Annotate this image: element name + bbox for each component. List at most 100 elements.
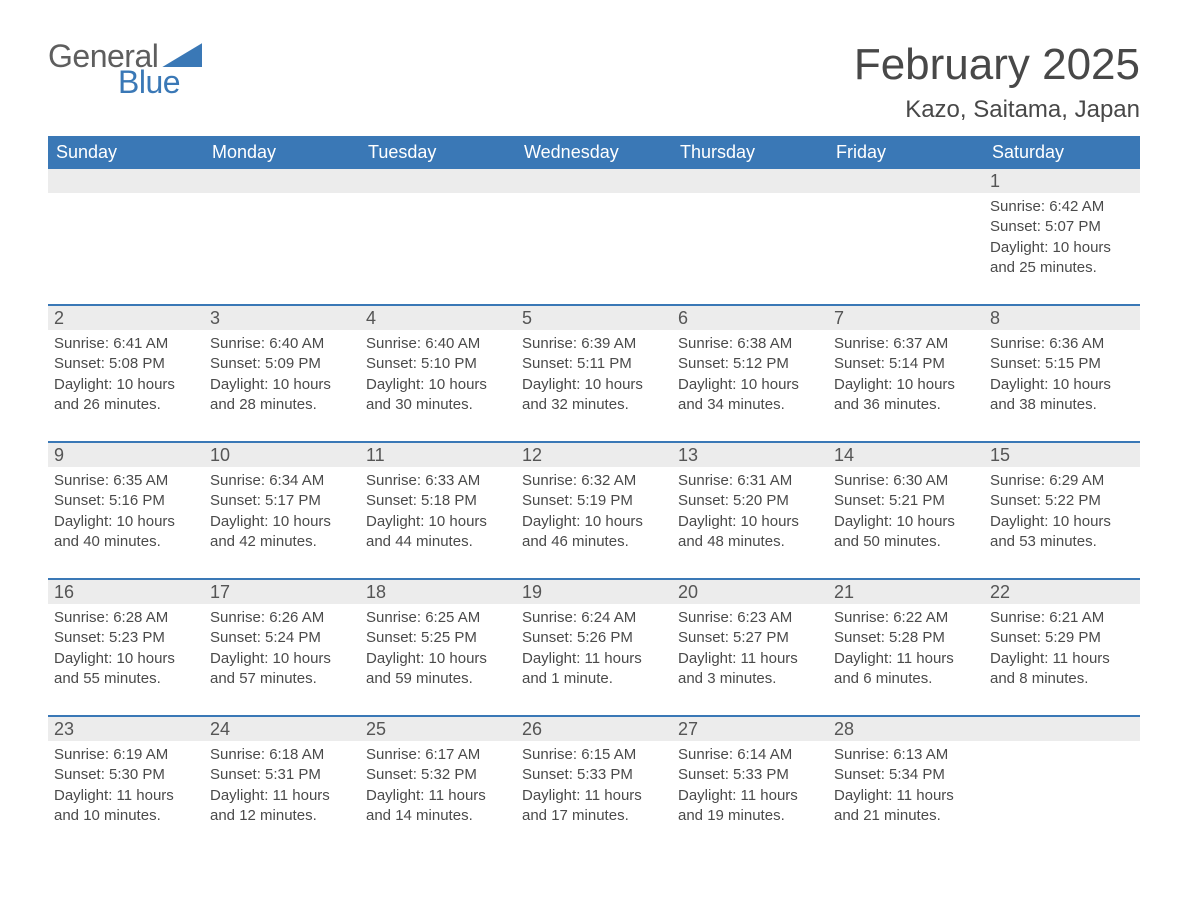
day-body: Sunrise: 6:41 AMSunset: 5:08 PMDaylight:… bbox=[48, 330, 204, 419]
day-header-wednesday: Wednesday bbox=[516, 136, 672, 169]
day-number bbox=[48, 169, 204, 193]
day-header-row: SundayMondayTuesdayWednesdayThursdayFrid… bbox=[48, 136, 1140, 169]
day-body: Sunrise: 6:40 AMSunset: 5:10 PMDaylight:… bbox=[360, 330, 516, 419]
day-number: 16 bbox=[48, 580, 204, 604]
day-header-thursday: Thursday bbox=[672, 136, 828, 169]
day-cell: 9Sunrise: 6:35 AMSunset: 5:16 PMDaylight… bbox=[48, 443, 204, 556]
day-body: Sunrise: 6:30 AMSunset: 5:21 PMDaylight:… bbox=[828, 467, 984, 556]
day-body: Sunrise: 6:42 AMSunset: 5:07 PMDaylight:… bbox=[984, 193, 1140, 282]
day-number bbox=[828, 169, 984, 193]
day-number: 8 bbox=[984, 306, 1140, 330]
day-body: Sunrise: 6:35 AMSunset: 5:16 PMDaylight:… bbox=[48, 467, 204, 556]
day-number: 18 bbox=[360, 580, 516, 604]
day-cell: 28Sunrise: 6:13 AMSunset: 5:34 PMDayligh… bbox=[828, 717, 984, 830]
day-body: Sunrise: 6:23 AMSunset: 5:27 PMDaylight:… bbox=[672, 604, 828, 693]
day-number: 7 bbox=[828, 306, 984, 330]
day-cell: 12Sunrise: 6:32 AMSunset: 5:19 PMDayligh… bbox=[516, 443, 672, 556]
day-body: Sunrise: 6:34 AMSunset: 5:17 PMDaylight:… bbox=[204, 467, 360, 556]
day-body: Sunrise: 6:28 AMSunset: 5:23 PMDaylight:… bbox=[48, 604, 204, 693]
day-number: 25 bbox=[360, 717, 516, 741]
day-cell: 23Sunrise: 6:19 AMSunset: 5:30 PMDayligh… bbox=[48, 717, 204, 830]
day-header-sunday: Sunday bbox=[48, 136, 204, 169]
day-cell: 26Sunrise: 6:15 AMSunset: 5:33 PMDayligh… bbox=[516, 717, 672, 830]
day-number: 13 bbox=[672, 443, 828, 467]
day-body: Sunrise: 6:22 AMSunset: 5:28 PMDaylight:… bbox=[828, 604, 984, 693]
day-cell: 10Sunrise: 6:34 AMSunset: 5:17 PMDayligh… bbox=[204, 443, 360, 556]
day-cell: 8Sunrise: 6:36 AMSunset: 5:15 PMDaylight… bbox=[984, 306, 1140, 419]
day-number bbox=[672, 169, 828, 193]
day-number: 2 bbox=[48, 306, 204, 330]
day-body: Sunrise: 6:19 AMSunset: 5:30 PMDaylight:… bbox=[48, 741, 204, 830]
day-body: Sunrise: 6:40 AMSunset: 5:09 PMDaylight:… bbox=[204, 330, 360, 419]
week-row: 23Sunrise: 6:19 AMSunset: 5:30 PMDayligh… bbox=[48, 715, 1140, 830]
week-row: 16Sunrise: 6:28 AMSunset: 5:23 PMDayligh… bbox=[48, 578, 1140, 693]
day-body: Sunrise: 6:21 AMSunset: 5:29 PMDaylight:… bbox=[984, 604, 1140, 693]
day-body: Sunrise: 6:36 AMSunset: 5:15 PMDaylight:… bbox=[984, 330, 1140, 419]
day-cell: 18Sunrise: 6:25 AMSunset: 5:25 PMDayligh… bbox=[360, 580, 516, 693]
day-cell: 1Sunrise: 6:42 AMSunset: 5:07 PMDaylight… bbox=[984, 169, 1140, 282]
day-cell: 24Sunrise: 6:18 AMSunset: 5:31 PMDayligh… bbox=[204, 717, 360, 830]
day-number bbox=[984, 717, 1140, 741]
day-cell: 4Sunrise: 6:40 AMSunset: 5:10 PMDaylight… bbox=[360, 306, 516, 419]
day-body: Sunrise: 6:38 AMSunset: 5:12 PMDaylight:… bbox=[672, 330, 828, 419]
day-body: Sunrise: 6:24 AMSunset: 5:26 PMDaylight:… bbox=[516, 604, 672, 693]
logo: General Blue bbox=[48, 40, 202, 98]
day-cell: 16Sunrise: 6:28 AMSunset: 5:23 PMDayligh… bbox=[48, 580, 204, 693]
day-body: Sunrise: 6:32 AMSunset: 5:19 PMDaylight:… bbox=[516, 467, 672, 556]
day-number: 10 bbox=[204, 443, 360, 467]
week-row: 1Sunrise: 6:42 AMSunset: 5:07 PMDaylight… bbox=[48, 169, 1140, 282]
day-body: Sunrise: 6:37 AMSunset: 5:14 PMDaylight:… bbox=[828, 330, 984, 419]
day-cell: 27Sunrise: 6:14 AMSunset: 5:33 PMDayligh… bbox=[672, 717, 828, 830]
day-body: Sunrise: 6:29 AMSunset: 5:22 PMDaylight:… bbox=[984, 467, 1140, 556]
day-body: Sunrise: 6:14 AMSunset: 5:33 PMDaylight:… bbox=[672, 741, 828, 830]
day-body: Sunrise: 6:25 AMSunset: 5:25 PMDaylight:… bbox=[360, 604, 516, 693]
day-number: 14 bbox=[828, 443, 984, 467]
day-body: Sunrise: 6:33 AMSunset: 5:18 PMDaylight:… bbox=[360, 467, 516, 556]
day-number: 6 bbox=[672, 306, 828, 330]
day-cell: 7Sunrise: 6:37 AMSunset: 5:14 PMDaylight… bbox=[828, 306, 984, 419]
week-row: 9Sunrise: 6:35 AMSunset: 5:16 PMDaylight… bbox=[48, 441, 1140, 556]
day-number: 12 bbox=[516, 443, 672, 467]
day-number: 19 bbox=[516, 580, 672, 604]
day-cell: 3Sunrise: 6:40 AMSunset: 5:09 PMDaylight… bbox=[204, 306, 360, 419]
day-cell bbox=[672, 169, 828, 282]
day-header-tuesday: Tuesday bbox=[360, 136, 516, 169]
day-number: 27 bbox=[672, 717, 828, 741]
day-cell bbox=[204, 169, 360, 282]
day-number: 15 bbox=[984, 443, 1140, 467]
day-cell: 17Sunrise: 6:26 AMSunset: 5:24 PMDayligh… bbox=[204, 580, 360, 693]
day-number bbox=[204, 169, 360, 193]
week-row: 2Sunrise: 6:41 AMSunset: 5:08 PMDaylight… bbox=[48, 304, 1140, 419]
day-cell: 2Sunrise: 6:41 AMSunset: 5:08 PMDaylight… bbox=[48, 306, 204, 419]
day-cell: 22Sunrise: 6:21 AMSunset: 5:29 PMDayligh… bbox=[984, 580, 1140, 693]
day-number: 23 bbox=[48, 717, 204, 741]
day-cell bbox=[516, 169, 672, 282]
day-cell bbox=[828, 169, 984, 282]
day-body: Sunrise: 6:17 AMSunset: 5:32 PMDaylight:… bbox=[360, 741, 516, 830]
day-body: Sunrise: 6:26 AMSunset: 5:24 PMDaylight:… bbox=[204, 604, 360, 693]
day-cell: 11Sunrise: 6:33 AMSunset: 5:18 PMDayligh… bbox=[360, 443, 516, 556]
day-number bbox=[360, 169, 516, 193]
month-title: February 2025 bbox=[854, 40, 1140, 90]
day-number: 3 bbox=[204, 306, 360, 330]
title-block: February 2025 Kazo, Saitama, Japan bbox=[854, 40, 1140, 124]
day-body: Sunrise: 6:13 AMSunset: 5:34 PMDaylight:… bbox=[828, 741, 984, 830]
day-number bbox=[516, 169, 672, 193]
location: Kazo, Saitama, Japan bbox=[854, 96, 1140, 124]
day-cell: 13Sunrise: 6:31 AMSunset: 5:20 PMDayligh… bbox=[672, 443, 828, 556]
day-header-friday: Friday bbox=[828, 136, 984, 169]
day-number: 24 bbox=[204, 717, 360, 741]
day-number: 17 bbox=[204, 580, 360, 604]
day-cell bbox=[48, 169, 204, 282]
logo-blue-text: Blue bbox=[118, 66, 202, 98]
day-number: 21 bbox=[828, 580, 984, 604]
day-body: Sunrise: 6:15 AMSunset: 5:33 PMDaylight:… bbox=[516, 741, 672, 830]
day-cell bbox=[360, 169, 516, 282]
header: General Blue February 2025 Kazo, Saitama… bbox=[48, 40, 1140, 124]
day-body: Sunrise: 6:18 AMSunset: 5:31 PMDaylight:… bbox=[204, 741, 360, 830]
day-cell: 14Sunrise: 6:30 AMSunset: 5:21 PMDayligh… bbox=[828, 443, 984, 556]
day-number: 4 bbox=[360, 306, 516, 330]
day-number: 9 bbox=[48, 443, 204, 467]
day-number: 1 bbox=[984, 169, 1140, 193]
day-body: Sunrise: 6:39 AMSunset: 5:11 PMDaylight:… bbox=[516, 330, 672, 419]
